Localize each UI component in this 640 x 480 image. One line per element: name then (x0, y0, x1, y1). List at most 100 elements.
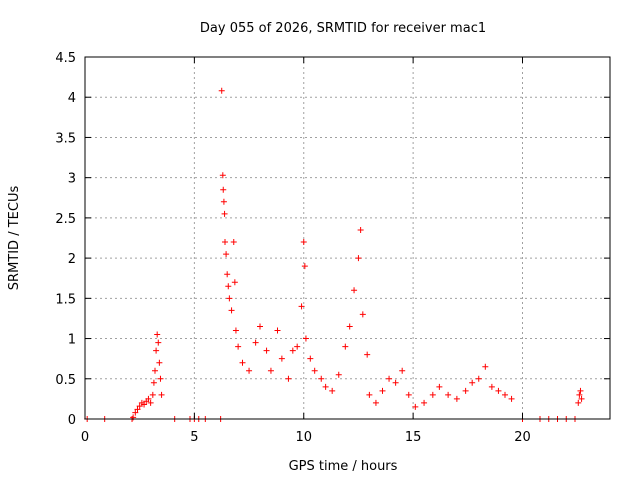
data-point (405, 391, 412, 398)
data-point (357, 226, 364, 233)
tick-labels: 0 0.5 1 1.5 2 2.5 3 3.5 4 4.5 0 5 10 15 20 (55, 51, 530, 445)
data-point (300, 239, 307, 246)
data-point (445, 391, 452, 398)
data-point (285, 375, 292, 382)
chart-title: Day 055 of 2026, SRMTID for receiver mac… (200, 21, 486, 36)
data-point (359, 311, 366, 318)
y-tick-label: 4.5 (55, 51, 76, 66)
data-point (156, 359, 163, 366)
data-point (294, 343, 301, 350)
data-point (429, 391, 436, 398)
data-point (224, 271, 231, 278)
data-point (392, 379, 399, 386)
data-point (482, 363, 489, 370)
data-point (469, 379, 476, 386)
data-point (475, 375, 482, 382)
axis-ticks (84, 56, 610, 420)
data-point (252, 339, 259, 346)
data-point (136, 403, 143, 410)
data-point (223, 251, 230, 258)
y-tick-label: 3 (68, 172, 76, 187)
data-point (246, 367, 253, 374)
data-point (346, 323, 353, 330)
data-point (488, 383, 495, 390)
data-point (329, 387, 336, 394)
data-point (301, 263, 308, 270)
data-point (145, 395, 152, 402)
data-point (230, 239, 237, 246)
data-point (141, 401, 148, 408)
data-point (132, 409, 139, 416)
data-point (218, 87, 225, 94)
x-tick-label: 0 (81, 430, 89, 445)
data-point (322, 383, 329, 390)
data-point (462, 387, 469, 394)
data-point (147, 399, 154, 406)
data-point (412, 403, 419, 410)
x-tick-label: 20 (514, 430, 531, 445)
data-point (219, 172, 226, 179)
data-point (153, 347, 160, 354)
data-point (263, 347, 270, 354)
data-point (508, 395, 515, 402)
data-point (155, 339, 162, 346)
data-point (342, 343, 349, 350)
y-tick-label: 1 (68, 333, 76, 348)
data-point (302, 335, 309, 342)
data-point (298, 303, 305, 310)
data-point (355, 255, 362, 262)
x-tick-label: 15 (405, 430, 422, 445)
data-point (134, 406, 141, 413)
data-point (257, 323, 263, 330)
data-point (267, 367, 274, 374)
data-point (225, 283, 232, 290)
data-point (158, 391, 165, 398)
data-point (278, 355, 285, 362)
data-point (372, 399, 379, 406)
y-tick-label: 1.5 (55, 292, 76, 307)
data-point (157, 375, 164, 382)
data-point (366, 391, 373, 398)
data-point (228, 307, 235, 314)
data-point (154, 331, 161, 338)
y-tick-label: 2.5 (55, 212, 76, 227)
data-point (232, 327, 239, 334)
data-point (221, 210, 228, 217)
y-tick-label: 0.5 (55, 373, 76, 388)
data-point (220, 198, 227, 205)
data-point (231, 279, 238, 286)
data-point (318, 375, 325, 382)
grid-lines (85, 57, 610, 419)
data-point (149, 391, 156, 398)
data-point (226, 295, 233, 302)
y-tick-label: 0 (68, 413, 76, 428)
data-point (502, 391, 508, 398)
data-point (235, 343, 242, 350)
data-point (575, 399, 582, 406)
y-tick-label: 3.5 (55, 131, 76, 146)
x-tick-label: 5 (190, 430, 198, 445)
data-point (150, 379, 157, 386)
data-point (364, 351, 371, 358)
data-points (84, 87, 585, 422)
data-point (578, 395, 585, 402)
data-point (399, 367, 406, 374)
y-axis-label: SRMTID / TECUs (7, 186, 22, 291)
data-point (577, 387, 584, 394)
data-point (576, 391, 583, 398)
x-axis-label: GPS time / hours (289, 459, 398, 474)
data-point (436, 383, 443, 390)
data-point (495, 387, 502, 394)
data-point (289, 347, 296, 354)
data-point (335, 371, 342, 378)
data-point (152, 367, 158, 374)
data-point (453, 395, 460, 402)
data-point (351, 287, 358, 294)
y-tick-label: 4 (68, 91, 76, 106)
plot-frame (84, 56, 611, 420)
data-point (311, 367, 318, 374)
data-point (421, 399, 428, 406)
data-point (274, 327, 281, 334)
data-point (307, 355, 314, 362)
